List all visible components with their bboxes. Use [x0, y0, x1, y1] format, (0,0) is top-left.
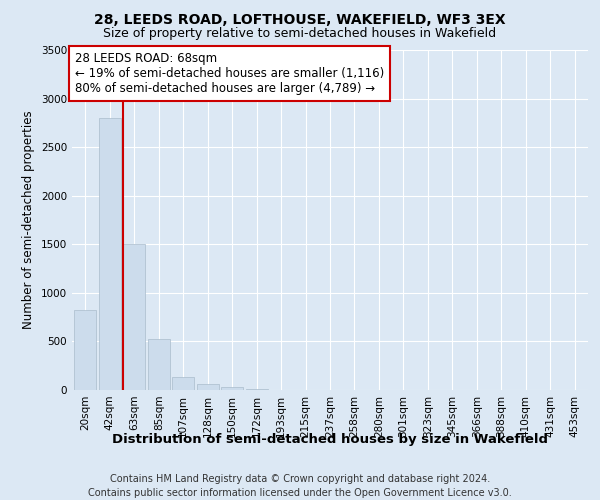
Text: Contains HM Land Registry data © Crown copyright and database right 2024.
Contai: Contains HM Land Registry data © Crown c…	[88, 474, 512, 498]
Text: Size of property relative to semi-detached houses in Wakefield: Size of property relative to semi-detach…	[103, 28, 497, 40]
Bar	[221, 387, 243, 390]
Bar	[148, 338, 170, 390]
Text: 28 LEEDS ROAD: 68sqm
← 19% of semi-detached houses are smaller (1,116)
80% of se: 28 LEEDS ROAD: 68sqm ← 19% of semi-detac…	[74, 52, 384, 94]
Text: Distribution of semi-detached houses by size in Wakefield: Distribution of semi-detached houses by …	[112, 432, 548, 446]
Bar	[99, 118, 121, 390]
Bar	[124, 244, 145, 390]
Y-axis label: Number of semi-detached properties: Number of semi-detached properties	[22, 110, 35, 330]
Bar	[197, 384, 219, 390]
Bar	[74, 310, 97, 390]
Bar	[245, 389, 268, 390]
Bar	[172, 378, 194, 390]
Text: 28, LEEDS ROAD, LOFTHOUSE, WAKEFIELD, WF3 3EX: 28, LEEDS ROAD, LOFTHOUSE, WAKEFIELD, WF…	[94, 12, 506, 26]
